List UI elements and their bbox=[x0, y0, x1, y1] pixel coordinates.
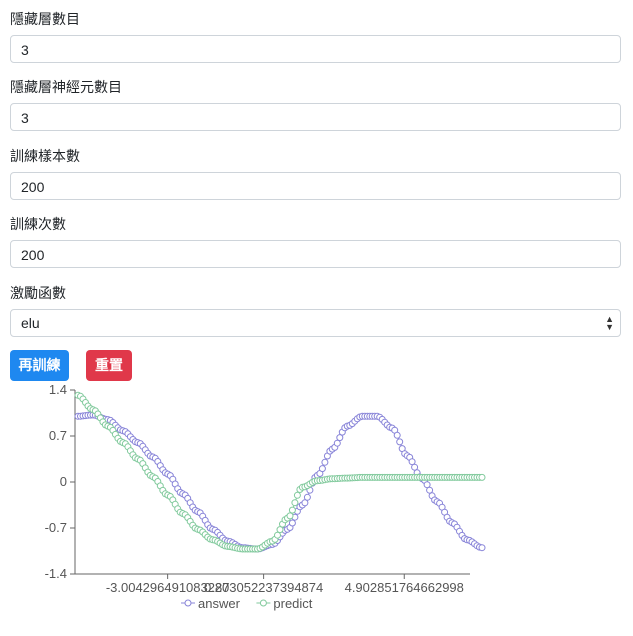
predict-point bbox=[286, 512, 294, 520]
y-tick-label: 0 bbox=[60, 474, 67, 489]
y-tick-label: 0.7 bbox=[49, 428, 67, 443]
legend-label: answer bbox=[198, 596, 241, 611]
training-epochs-group: 訓練次數 200 bbox=[10, 215, 623, 268]
legend-marker-icon bbox=[184, 599, 192, 607]
training-epochs-label: 訓練次數 bbox=[10, 216, 66, 232]
answer-point bbox=[303, 493, 311, 501]
predict-point bbox=[293, 491, 301, 499]
answer-point bbox=[393, 431, 401, 439]
answer-point bbox=[426, 486, 434, 494]
training-samples-group: 訓練樣本數 200 bbox=[10, 147, 623, 200]
answer-point bbox=[408, 458, 416, 466]
y-tick-label: -0.7 bbox=[45, 520, 67, 535]
activation-label: 激勵函數 bbox=[10, 285, 66, 301]
y-tick-label: 1.4 bbox=[49, 382, 67, 397]
predict-point bbox=[288, 506, 296, 514]
hidden-neurons-input[interactable]: 3 bbox=[10, 103, 621, 131]
y-ticks: 1.4 0.7 0 -0.7 -1.4 bbox=[45, 382, 75, 581]
reset-button[interactable]: 重置 bbox=[86, 350, 132, 381]
chart-legend: answer predict bbox=[181, 596, 313, 611]
legend-label: predict bbox=[273, 596, 312, 611]
answer-point bbox=[396, 438, 404, 446]
x-tick-label: -3.004296491083287 bbox=[106, 580, 230, 595]
series-layer bbox=[74, 391, 486, 553]
predict-point bbox=[291, 499, 299, 507]
activation-select-value: elu bbox=[21, 315, 40, 331]
hidden-layers-group: 隱藏層數目 3 bbox=[10, 10, 623, 63]
x-tick-label: 0.203052237394874 bbox=[204, 580, 323, 595]
answer-point bbox=[333, 439, 341, 447]
answer-point bbox=[336, 434, 344, 442]
chart-svg: 1.4 0.7 0 -0.7 -1.4 -3.0042964910832870.2030… bbox=[45, 382, 486, 611]
hidden-neurons-group: 隱藏層神經元數目 3 bbox=[10, 78, 623, 131]
predict-point bbox=[478, 473, 486, 481]
answer-point bbox=[423, 481, 431, 489]
hidden-neurons-label: 隱藏層神經元數目 bbox=[10, 79, 122, 95]
hidden-layers-label: 隱藏層數目 bbox=[10, 11, 80, 27]
retrain-button[interactable]: 再訓練 bbox=[10, 350, 69, 381]
predict-point bbox=[276, 526, 284, 534]
select-arrows-icon: ▲ ▼ bbox=[605, 314, 614, 332]
training-epochs-input[interactable]: 200 bbox=[10, 240, 621, 268]
answer-point bbox=[321, 458, 329, 466]
predict-point bbox=[274, 531, 281, 539]
training-samples-label: 訓練樣本數 bbox=[10, 148, 80, 164]
legend-marker-icon bbox=[259, 599, 267, 607]
activation-select[interactable]: elu ▲ ▼ bbox=[10, 309, 621, 337]
answer-point bbox=[411, 463, 419, 471]
y-tick-label: -1.4 bbox=[45, 566, 67, 581]
chart: 1.4 0.7 0 -0.7 -1.4 -3.004296491083287 0.2030… bbox=[0, 382, 633, 631]
answer-point bbox=[301, 499, 309, 507]
activation-group: 激勵函數 elu ▲ ▼ bbox=[10, 284, 623, 337]
hidden-layers-input[interactable]: 3 bbox=[10, 35, 621, 63]
answer-point bbox=[288, 519, 296, 527]
x-tick-label: 4.902851764662998 bbox=[345, 580, 464, 595]
answer-point bbox=[478, 544, 486, 552]
answer-point bbox=[318, 465, 326, 473]
training-samples-input[interactable]: 200 bbox=[10, 172, 621, 200]
